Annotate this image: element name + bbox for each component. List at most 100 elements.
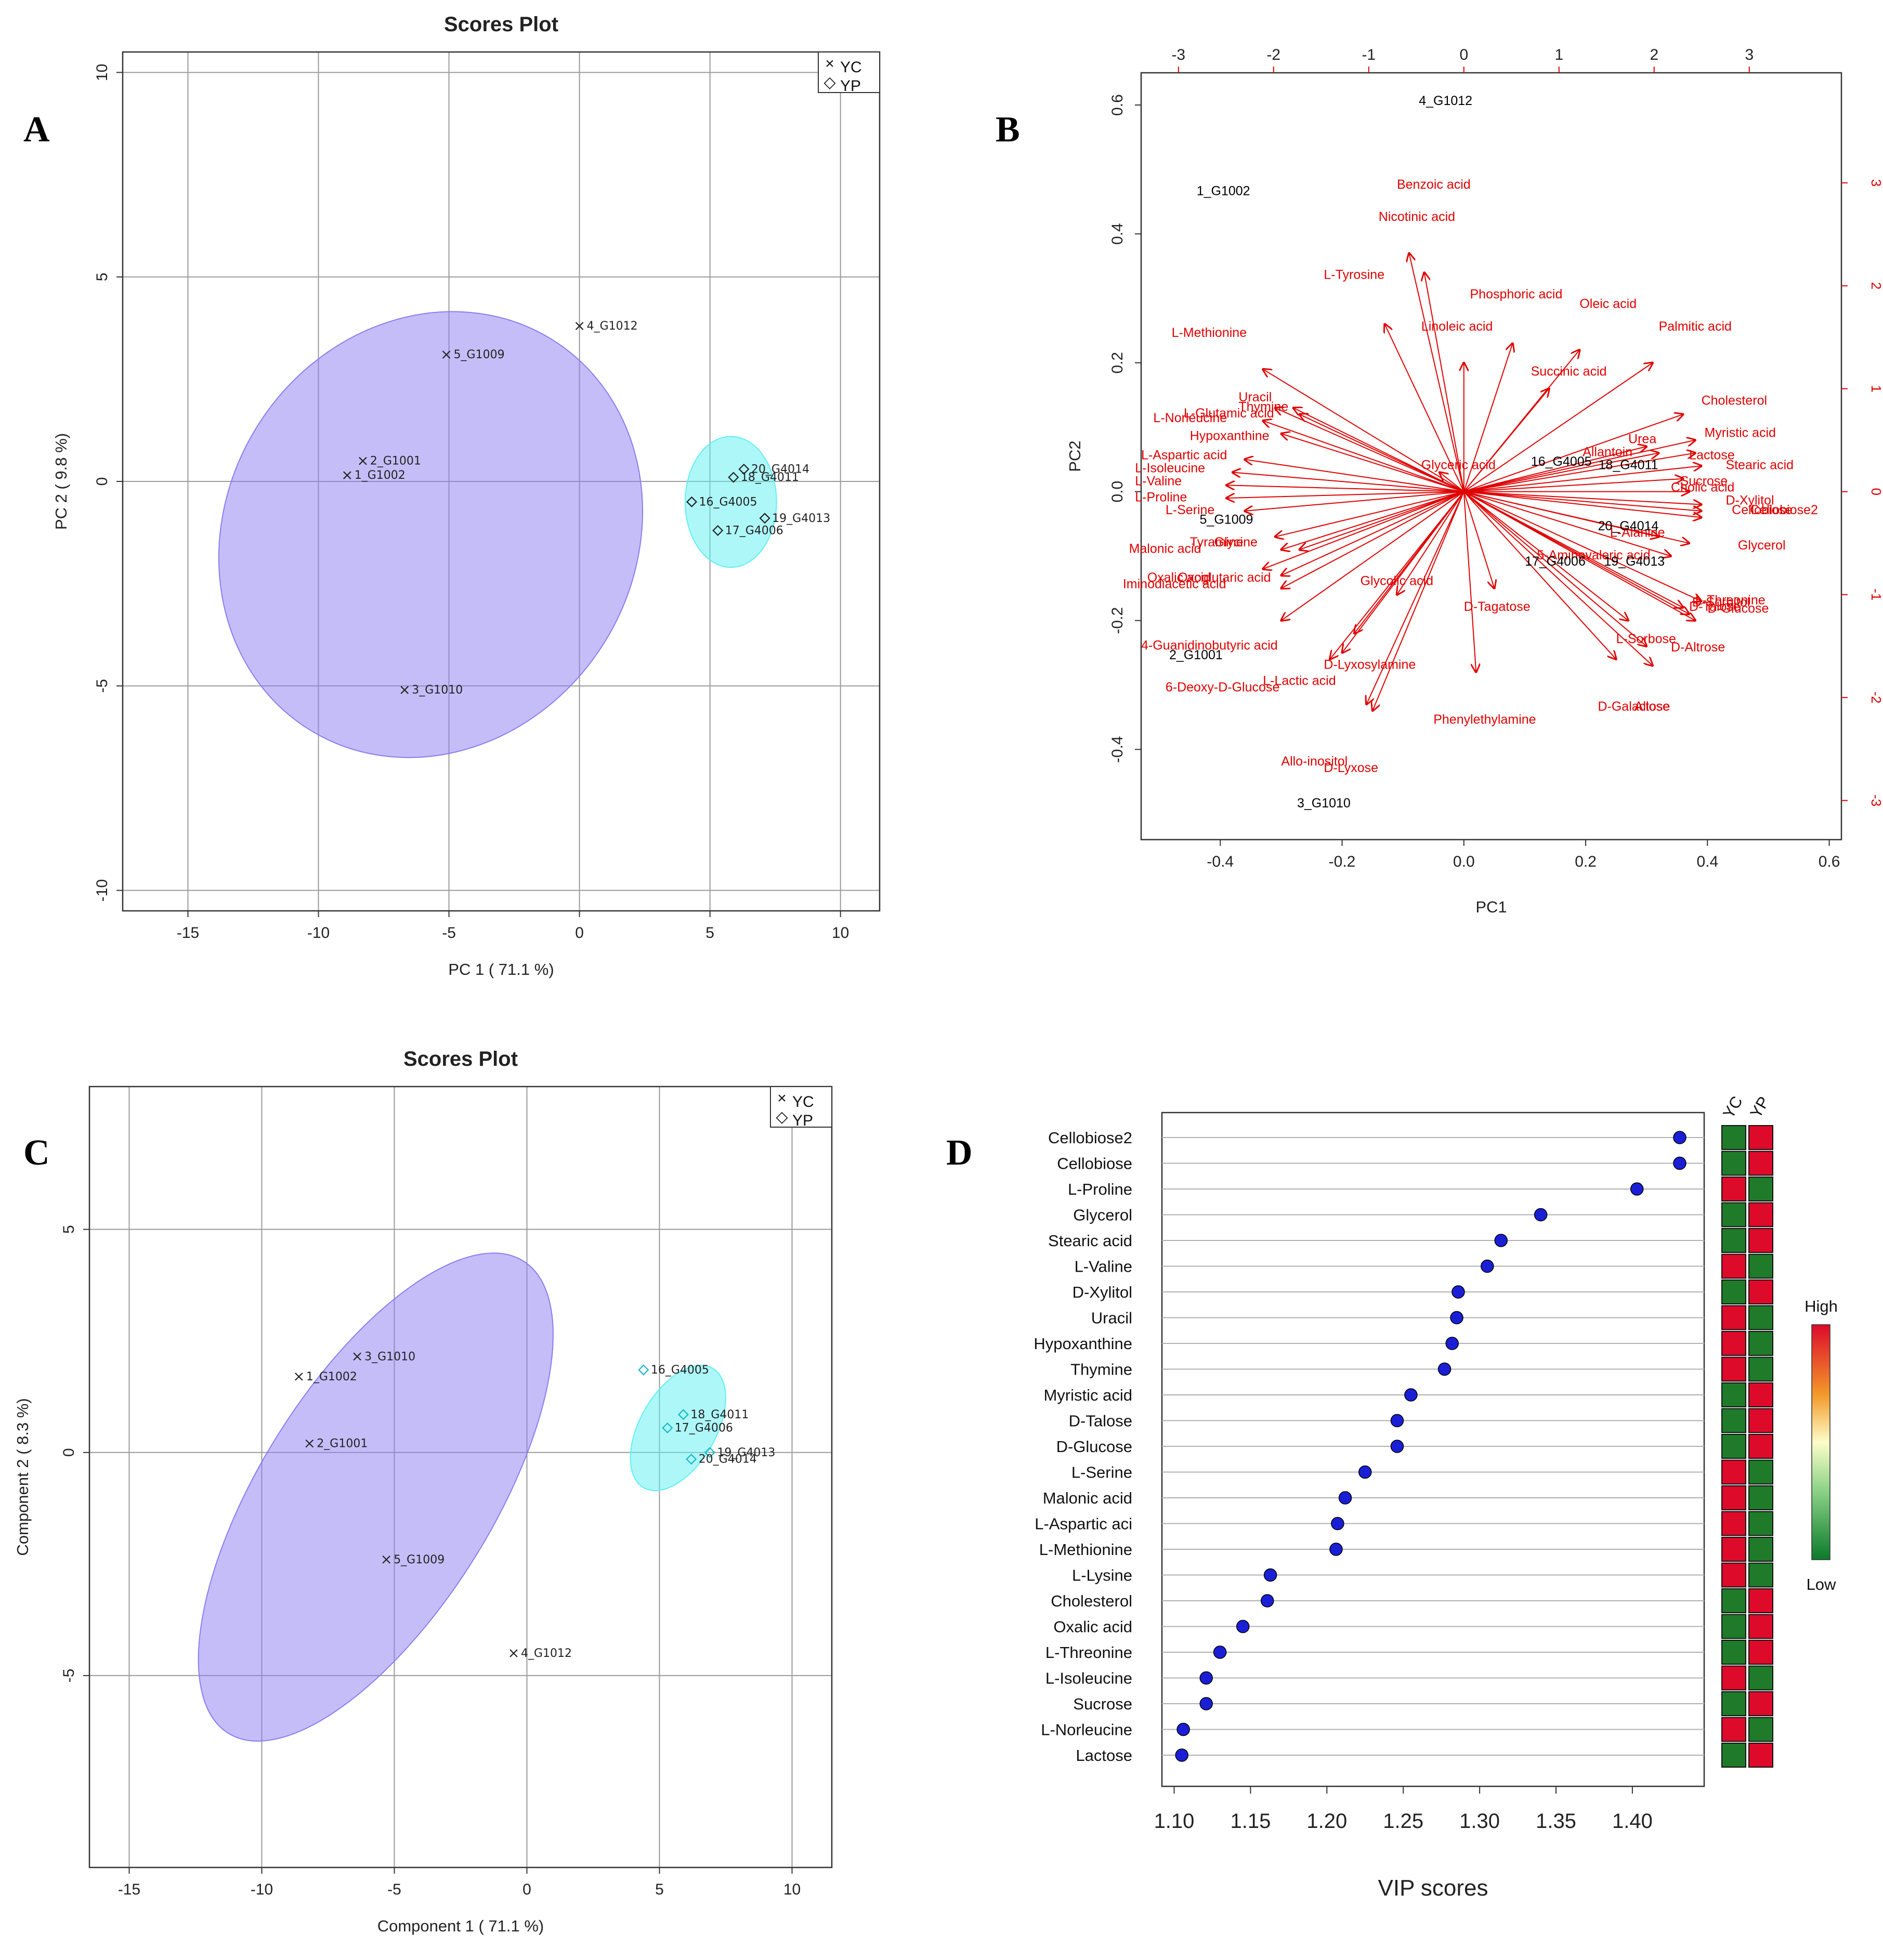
a-point-4-g1012	[575, 322, 584, 330]
d-heatmap-cell-yp-malonic-acid	[1748, 1485, 1773, 1510]
b-arrow-myristic-acid	[1463, 440, 1695, 492]
b-arrow-d-xylitol	[1463, 491, 1702, 505]
d-dot-l-aspartic-aci	[1331, 1517, 1344, 1531]
b-ytick-label-0-4: 0.4	[1109, 223, 1126, 245]
b-arrow-label-glycolic-acid: Glycolic acid	[1361, 573, 1433, 588]
d-row-label-l-methionine: L-Methionine	[1039, 1540, 1132, 1559]
a-point-5-g1009	[442, 350, 451, 359]
a-point-label-19-g4013: 19_G4013	[772, 512, 830, 525]
c-xtick-label-0: 0	[522, 1881, 531, 1898]
d-heatmap-cell-yc-l-isoleucine	[1721, 1665, 1746, 1691]
b-arrow-l-valine	[1226, 485, 1464, 492]
d-dot-l-norleucine	[1176, 1722, 1190, 1736]
d-dot-uracil	[1450, 1311, 1463, 1325]
d-row-label-l-aspartic-aci: L-Aspartic aci	[1035, 1515, 1132, 1533]
b-arrow-label-d-altrose: D-Altrose	[1671, 640, 1725, 655]
b-arrow-label-l-proline: L-Proline	[1135, 490, 1187, 504]
d-heatmap-cell-yc-d-glucose	[1721, 1434, 1746, 1459]
d-row-label-oxalic-acid: Oxalic acid	[1053, 1618, 1132, 1636]
b-right-tick-label-3: -3	[1868, 794, 1883, 806]
d-heatmap-header-yp: YP	[1746, 1093, 1773, 1121]
d-heatmap-cell-yc-l-norleucine	[1721, 1717, 1746, 1742]
b-arrow-nicotinic-acid	[1424, 272, 1464, 492]
b-right-tick-label-1: -1	[1868, 589, 1883, 600]
panel-d-vip-scores: Cellobiose2 Cellobiose L-Proline Glycerol St…	[1034, 1093, 1837, 1901]
c-ellipse-yp	[630, 1365, 726, 1492]
b-ytick-label-0-4: -0.4	[1109, 736, 1126, 763]
a-point-19-g4013	[759, 513, 770, 524]
d-heatmap-cell-yp-lactose	[1748, 1743, 1773, 1768]
c-point-17-g4006	[662, 1422, 673, 1434]
d-heatmap-cell-yp-glycerol	[1748, 1202, 1773, 1227]
d-row-label-d-talose: D-Talose	[1069, 1412, 1132, 1430]
d-heatmap-cell-yp-oxalic-acid	[1748, 1614, 1773, 1639]
b-arrow-uracil	[1275, 408, 1464, 492]
c-point-16-g4005	[638, 1364, 649, 1376]
b-ytick-label-0-6: 0.6	[1109, 94, 1126, 116]
a-ytick-label-10: 10	[94, 64, 111, 81]
b-arrow-label-glycine: Glycine	[1214, 535, 1258, 550]
d-row-label-lactose: Lactose	[1076, 1746, 1132, 1765]
c-point-1-g1002	[295, 1373, 303, 1381]
b-arrow-iminodiacetic-acid	[1263, 491, 1464, 569]
a-xtick-label-0: 0	[575, 924, 584, 942]
b-observation-2-g1001: 2_G1001	[1169, 648, 1223, 662]
b-arrow-d-tagatose	[1463, 491, 1495, 589]
b-arrow-label-l-aspartic-acid: L-Aspartic acid	[1141, 448, 1227, 463]
d-color-scale-high: High	[1804, 1297, 1838, 1315]
b-right-tick-label-1: 1	[1868, 385, 1883, 392]
b-arrow-phenylethylamine	[1463, 491, 1476, 672]
d-heatmap-cell-yc-d-xylitol	[1721, 1279, 1746, 1304]
b-arrow-label-d-sorbitol: D-Sorbitol	[1692, 595, 1750, 609]
panel-b-biplot: -0.4 -0.2 0.0 0.2 0.4 0.6 -0.4 -0.2 0.0 0.2 0.4 0.6…	[1066, 46, 1883, 916]
c-legend-symbol-yp: ◇	[776, 1108, 788, 1126]
b-arrow-label-cholesterol: Cholesterol	[1702, 393, 1767, 408]
a-point-1-g1002	[343, 471, 351, 479]
b-arrow-label-l-isoleucine: L-Isoleucine	[1135, 461, 1205, 475]
d-heatmap-cell-yc-l-methionine	[1721, 1537, 1746, 1562]
b-xtick-label-0: 0.0	[1453, 853, 1475, 870]
b-arrow-palmitic-acid	[1463, 363, 1653, 492]
d-row-label-cellobiose2: Cellobiose2	[1048, 1129, 1132, 1147]
b-arrow-label-4-guanidinobutyric-acid: 4-Guanidinobutyric acid	[1141, 638, 1278, 652]
panel-letter-b: B	[996, 110, 1020, 150]
b-arrow-l-norleucine	[1263, 421, 1464, 492]
b-arrow-label-iminodiacetic-acid: Iminodiacetic acid	[1123, 577, 1226, 592]
d-row-label-l-serine: L-Serine	[1071, 1464, 1132, 1482]
b-arrow-malonic-acid	[1275, 491, 1464, 537]
d-heatmap-cell-yc-cellobiose	[1721, 1151, 1746, 1176]
b-arrow-l-tyrosine	[1385, 324, 1464, 492]
c-point-5-g1009	[382, 1556, 390, 1564]
b-top-tick-label-0: 0	[1459, 46, 1468, 63]
d-row-label-l-isoleucine: L-Isoleucine	[1045, 1669, 1132, 1688]
b-observation-20-g4014: 20_G4014	[1598, 519, 1659, 533]
b-arrow-label-l-tyrosine: L-Tyrosine	[1324, 268, 1384, 282]
d-dot-cellobiose	[1673, 1156, 1686, 1170]
c-legend-label-yp: YP	[792, 1112, 813, 1129]
a-point-18-g4011	[728, 472, 739, 483]
b-xtick-label-0-4: 0.4	[1696, 853, 1718, 870]
d-heatmap-cell-yp-l-proline	[1748, 1177, 1773, 1201]
b-arrow-label-oleic-acid: Oleic acid	[1579, 296, 1637, 311]
b-x-axis-label: PC1	[1475, 898, 1507, 916]
d-heatmap-cell-yp-sucrose	[1748, 1691, 1773, 1716]
c-point-18-g4011	[677, 1409, 689, 1420]
b-arrow-label-d-lyxose: D-Lyxose	[1324, 761, 1378, 775]
b-arrow-sucrose	[1463, 479, 1683, 492]
panel-a-scores-plot: Scores Plot -15 -10 -5 0 5 10 -10 -5 0 5 10 PC 1 ( 7…	[52, 13, 881, 978]
b-arrow-l-sorbose	[1463, 491, 1628, 621]
c-xtick-label-10: 10	[783, 1881, 801, 1898]
b-arrow-5-aminovaleric-acid	[1463, 491, 1671, 556]
d-row-label-hypoxanthine: Hypoxanthine	[1034, 1335, 1132, 1353]
d-dot-l-methionine	[1329, 1543, 1343, 1556]
d-heatmap-cell-yc-uracil	[1721, 1305, 1746, 1330]
b-arrow-label-allo-inositol: Allo-inositol	[1281, 754, 1348, 768]
c-point-label-5-g1009: 5_G1009	[394, 1553, 444, 1566]
a-point-label-20-g4014: 20_G4014	[751, 463, 809, 476]
d-dot-myristic-acid	[1404, 1388, 1418, 1402]
a-legend-box	[818, 51, 880, 93]
d-dot-l-proline	[1630, 1182, 1644, 1196]
b-arrow-label-sucrose: Sucrose	[1680, 474, 1728, 488]
d-row-label-l-norleucine: L-Norleucine	[1041, 1721, 1132, 1739]
